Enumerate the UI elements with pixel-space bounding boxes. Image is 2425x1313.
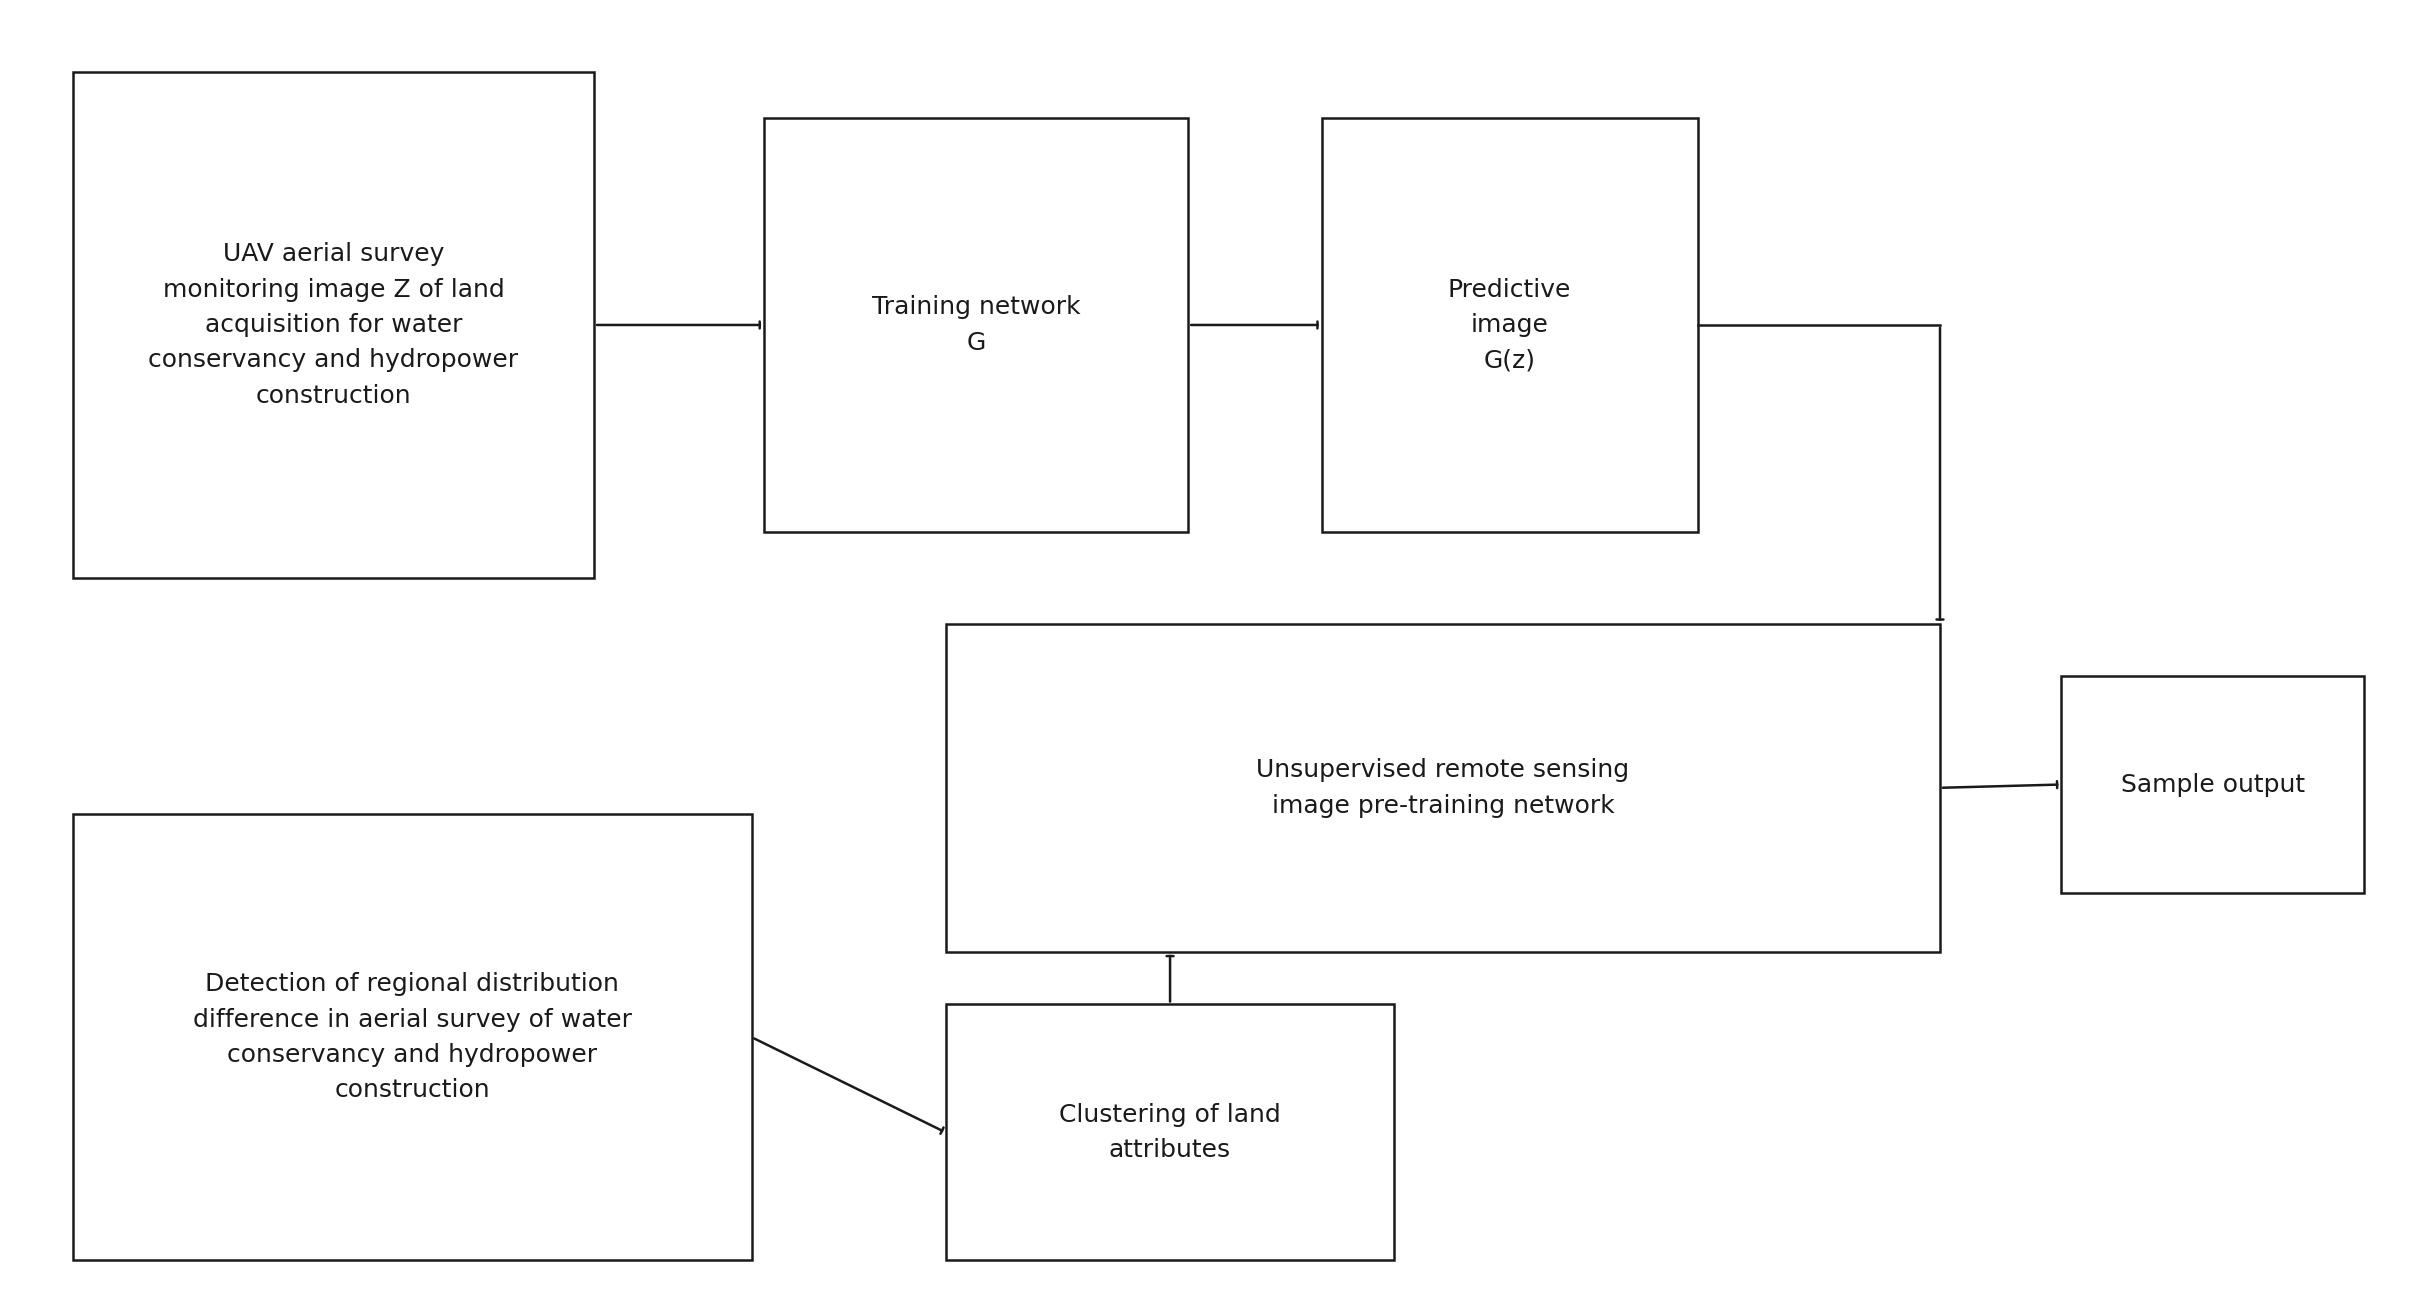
Text: Detection of regional distribution
difference in aerial survey of water
conserva: Detection of regional distribution diffe… [192, 972, 633, 1103]
Bar [764, 118, 1188, 532]
Text: Sample output: Sample output [2122, 772, 2304, 797]
Text: Unsupervised remote sensing
image pre-training network: Unsupervised remote sensing image pre-tr… [1256, 758, 1630, 818]
Bar [73, 72, 594, 578]
Text: Predictive
image
G(z): Predictive image G(z) [1448, 277, 1571, 373]
Text: Clustering of land
attributes: Clustering of land attributes [1060, 1103, 1280, 1162]
Bar [2061, 676, 2364, 893]
Bar [946, 1004, 1394, 1260]
Bar [946, 624, 1940, 952]
Bar [73, 814, 752, 1260]
Text: UAV aerial survey
monitoring image Z of land
acquisition for water
conservancy a: UAV aerial survey monitoring image Z of … [148, 242, 519, 408]
Text: Training network
G: Training network G [871, 295, 1082, 355]
Bar [1322, 118, 1697, 532]
